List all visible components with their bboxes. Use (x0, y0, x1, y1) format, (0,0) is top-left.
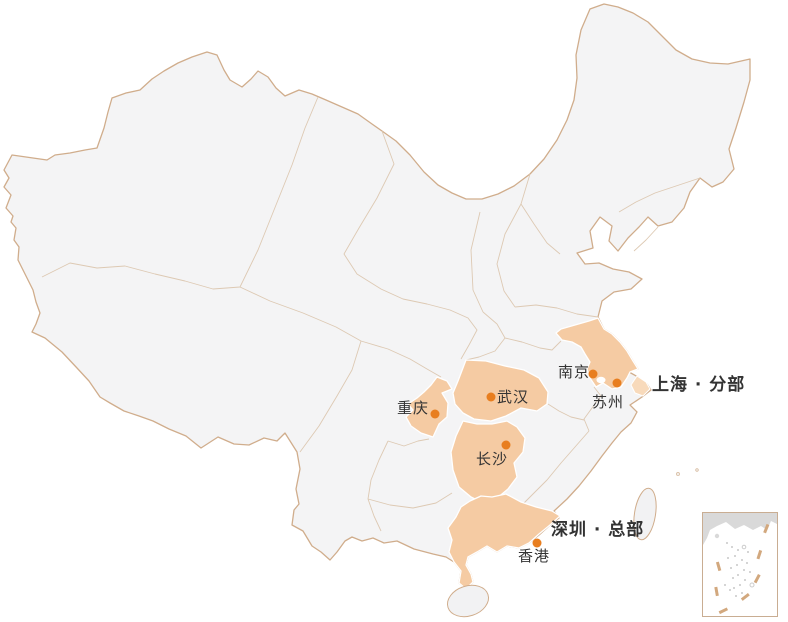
province-chongqing (405, 376, 453, 438)
city-label-suzhou: 苏州 (592, 393, 625, 411)
inset-island-dots (724, 542, 755, 597)
office-label-shanghai-branch: 上海 · 分部 (652, 375, 746, 395)
small-islands (676, 468, 699, 476)
island-taiwan (633, 487, 657, 541)
city-label-hongkong: 香港 (518, 547, 551, 565)
city-label-changsha: 长沙 (476, 450, 509, 468)
province-shanghai (630, 375, 651, 397)
office-label-shenzhen-hq: 深圳 · 总部 (551, 520, 645, 540)
city-dot-suzhou (612, 378, 622, 388)
city-label-wuhan: 武汉 (497, 388, 530, 406)
lake-taihu (596, 376, 606, 384)
city-markers (430, 369, 622, 548)
province-borders (41, 96, 701, 532)
province-guangdong (447, 493, 561, 590)
city-dot-chongqing (430, 409, 440, 419)
city-label-chongqing: 重庆 (397, 399, 430, 417)
south-china-sea-inset (702, 512, 778, 617)
city-label-nanjing: 南京 (558, 363, 591, 381)
city-dot-nanjing (588, 369, 598, 379)
inset-nine-dash-line (714, 523, 770, 615)
island-hainan (446, 584, 490, 618)
inset-hainan (714, 533, 720, 539)
province-jiangsu (555, 317, 639, 390)
inset-mainland (703, 513, 777, 545)
city-dot-wuhan (486, 392, 496, 402)
city-dot-hongkong (532, 538, 542, 548)
city-dot-changsha (501, 440, 511, 450)
province-hubei (452, 359, 549, 422)
